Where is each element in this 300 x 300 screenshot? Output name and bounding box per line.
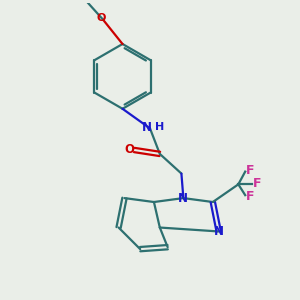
Text: O: O xyxy=(124,143,134,157)
Text: F: F xyxy=(253,177,262,190)
Text: F: F xyxy=(246,164,255,177)
Text: N: N xyxy=(214,225,224,238)
Text: N: N xyxy=(177,192,188,205)
Text: F: F xyxy=(246,190,255,202)
Text: O: O xyxy=(96,14,106,23)
Text: N: N xyxy=(142,121,152,134)
Text: H: H xyxy=(155,122,164,132)
